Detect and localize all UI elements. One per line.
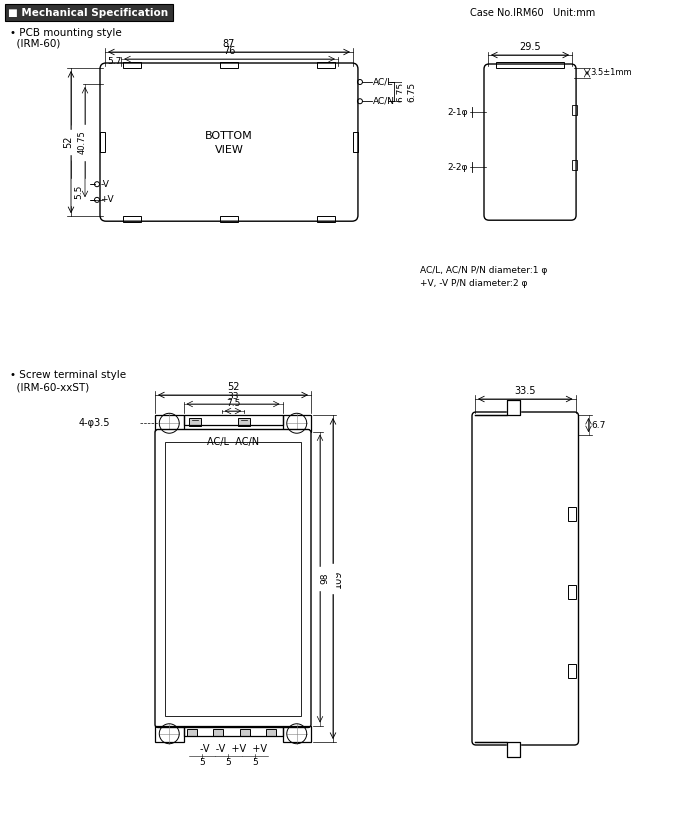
- Polygon shape: [475, 742, 520, 757]
- Text: AC/L, AC/N P/N diameter:1 φ
+V, -V P/N diameter:2 φ: AC/L, AC/N P/N diameter:1 φ +V, -V P/N d…: [420, 266, 547, 289]
- Bar: [266, 729, 276, 736]
- Bar: [568, 506, 575, 520]
- Text: +V: +V: [101, 196, 114, 204]
- FancyBboxPatch shape: [100, 63, 358, 221]
- Text: 2-2φ: 2-2φ: [447, 163, 468, 172]
- Polygon shape: [475, 400, 520, 415]
- Text: 6.75: 6.75: [407, 82, 416, 101]
- FancyBboxPatch shape: [472, 412, 578, 745]
- Bar: [353, 132, 358, 152]
- Text: • PCB mounting style: • PCB mounting style: [10, 28, 122, 38]
- Text: 5.5: 5.5: [74, 185, 83, 200]
- Bar: [572, 160, 577, 170]
- Text: 33.5: 33.5: [514, 386, 536, 396]
- Bar: [239, 729, 250, 736]
- Text: 52: 52: [63, 136, 73, 148]
- Text: 52: 52: [227, 382, 239, 392]
- Bar: [123, 62, 141, 68]
- FancyBboxPatch shape: [484, 64, 576, 220]
- Bar: [568, 663, 575, 677]
- Text: Case No.IRM60   Unit:mm: Case No.IRM60 Unit:mm: [470, 7, 595, 17]
- Bar: [238, 418, 250, 426]
- Bar: [5, 4, 173, 21]
- Text: 5: 5: [225, 758, 231, 767]
- Text: BOTTOM: BOTTOM: [205, 131, 253, 141]
- Text: 29.5: 29.5: [519, 42, 541, 52]
- Text: • Screw terminal style: • Screw terminal style: [10, 370, 126, 380]
- Text: AC/L  AC/N: AC/L AC/N: [207, 438, 259, 447]
- Text: 5: 5: [252, 758, 258, 767]
- Text: 5.7: 5.7: [107, 57, 121, 66]
- Text: 76: 76: [223, 46, 236, 56]
- Text: AC/N: AC/N: [373, 97, 395, 106]
- Text: 6.75: 6.75: [413, 83, 422, 101]
- Text: (IRM-60-xxST): (IRM-60-xxST): [10, 382, 90, 392]
- Text: 6.75: 6.75: [396, 82, 405, 101]
- Bar: [155, 726, 183, 742]
- Bar: [155, 415, 183, 432]
- Text: 2-1φ: 2-1φ: [447, 108, 468, 117]
- Text: 33: 33: [228, 392, 239, 401]
- Text: 98: 98: [320, 573, 329, 584]
- Bar: [123, 216, 141, 222]
- Text: -V: -V: [101, 180, 109, 189]
- FancyBboxPatch shape: [155, 429, 311, 727]
- Text: 40.75: 40.75: [78, 130, 87, 154]
- Bar: [572, 105, 577, 115]
- Bar: [317, 62, 335, 68]
- Text: AC/L: AC/L: [373, 78, 393, 87]
- Text: 5: 5: [199, 758, 204, 767]
- Bar: [213, 729, 223, 736]
- Bar: [317, 216, 335, 222]
- Text: ■ Mechanical Specification: ■ Mechanical Specification: [8, 7, 168, 17]
- Bar: [283, 415, 311, 432]
- Bar: [165, 442, 301, 716]
- Bar: [568, 585, 575, 599]
- Bar: [183, 415, 283, 425]
- Bar: [186, 729, 197, 736]
- Text: 3.5±1mm: 3.5±1mm: [590, 69, 631, 78]
- Bar: [100, 132, 105, 152]
- Text: 109: 109: [333, 569, 343, 587]
- Text: VIEW: VIEW: [214, 145, 244, 155]
- Bar: [220, 62, 238, 68]
- Text: (IRM-60): (IRM-60): [10, 38, 60, 48]
- Text: 87: 87: [223, 39, 235, 49]
- Text: 4-φ3.5: 4-φ3.5: [78, 418, 110, 429]
- Bar: [220, 216, 238, 222]
- Bar: [496, 62, 564, 68]
- Text: -V  -V  +V  +V: -V -V +V +V: [199, 744, 267, 754]
- Bar: [283, 726, 311, 742]
- Bar: [183, 726, 283, 736]
- Bar: [188, 418, 200, 426]
- Text: 6.7: 6.7: [592, 420, 606, 429]
- Text: 7.5: 7.5: [226, 399, 240, 408]
